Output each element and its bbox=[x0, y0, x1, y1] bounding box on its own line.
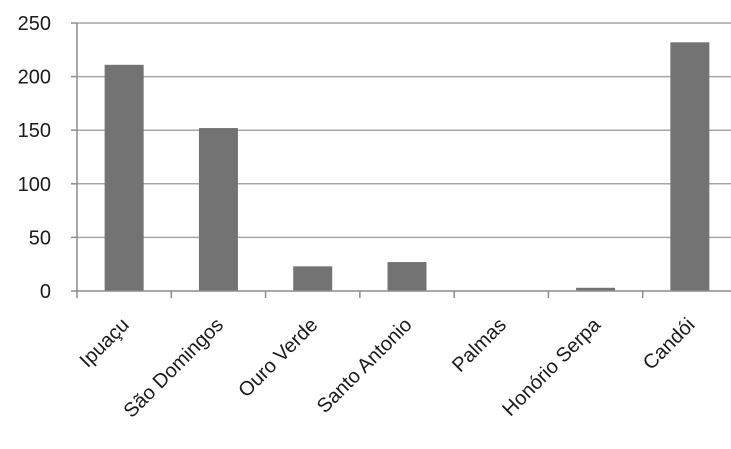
y-tick-label: 100 bbox=[18, 174, 51, 196]
y-tick-label: 50 bbox=[29, 227, 51, 249]
gridlines bbox=[77, 22, 731, 239]
axes bbox=[71, 22, 731, 298]
bar bbox=[104, 64, 144, 291]
bars bbox=[104, 42, 710, 291]
bar bbox=[198, 128, 238, 291]
x-tick-label: Santo Antonio bbox=[313, 314, 417, 418]
bar bbox=[293, 266, 333, 291]
y-tick-label: 200 bbox=[18, 67, 51, 89]
x-tick-label: São Domingos bbox=[120, 314, 228, 422]
bar bbox=[670, 42, 710, 291]
y-tick-label: 250 bbox=[18, 13, 51, 35]
x-tick-label: Palmas bbox=[448, 314, 511, 377]
bar bbox=[387, 262, 427, 291]
x-tick-label: Honório Serpa bbox=[498, 313, 605, 420]
x-tick-label: Ipuaçu bbox=[76, 314, 134, 372]
x-tick-label: Ouro Verde bbox=[234, 314, 322, 402]
y-tick-labels: 0 50 100 150 200 250 bbox=[18, 13, 51, 303]
y-tick-label: 0 bbox=[40, 281, 51, 303]
bar bbox=[576, 287, 616, 291]
y-tick-label: 150 bbox=[18, 120, 51, 142]
x-tick-label: Candói bbox=[639, 314, 699, 374]
